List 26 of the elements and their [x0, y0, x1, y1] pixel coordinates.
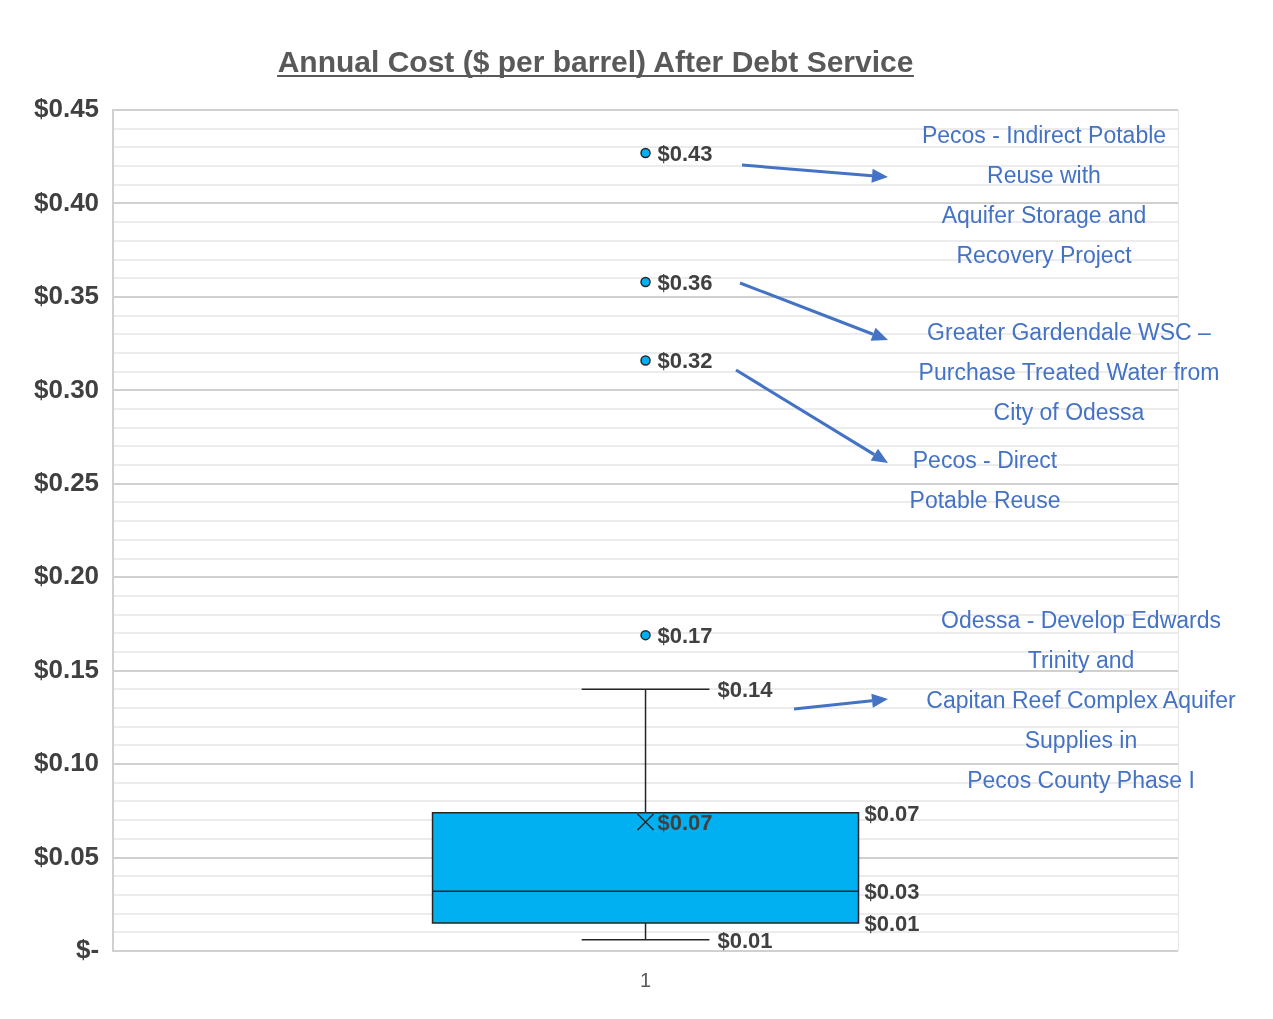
- annotation: $0.32: [657, 348, 713, 374]
- y-tick-label: $0.15: [33, 653, 100, 684]
- y-tick-label: $0.20: [33, 560, 100, 591]
- annotation: $0.01: [864, 911, 920, 937]
- y-tick-label: $-: [75, 934, 100, 965]
- annotation: $0.17: [657, 623, 713, 649]
- x-tick-label: 1: [639, 968, 652, 991]
- y-tick-label: $0.05: [33, 840, 100, 871]
- y-tick-label: $0.40: [33, 186, 100, 217]
- y-tick-label: $0.25: [33, 466, 100, 497]
- annotation: Greater Gardendale WSC – Purchase Treated Water from City of Odessa: [918, 319, 1220, 426]
- annotation: $0.01: [717, 927, 773, 953]
- annotation: $0.43: [657, 141, 713, 167]
- annotation: Pecos - Direct Potable Reuse: [909, 447, 1061, 514]
- annotation: Odessa - Develop Edwards Trinity and Capitan Reef Complex Aquifer Supplies in Pecos County Phase I: [926, 607, 1237, 794]
- y-tick-label: $0.10: [33, 747, 100, 778]
- annotation: $0.07: [657, 810, 713, 836]
- y-tick-label: $0.35: [33, 280, 100, 311]
- chart-title: Annual Cost ($ per barrel) After Debt Service: [277, 45, 914, 78]
- annotation: $0.03: [864, 879, 920, 905]
- y-tick-label: $0.45: [33, 93, 100, 124]
- y-tick-label: $0.30: [33, 373, 100, 404]
- annotation: $0.36: [657, 270, 713, 295]
- annotation: $0.14: [717, 677, 774, 703]
- annotation: Pecos - Indirect Potable Reuse with Aquifer Storage and Recovery Project: [921, 122, 1167, 269]
- annotation: $0.07: [864, 800, 920, 826]
